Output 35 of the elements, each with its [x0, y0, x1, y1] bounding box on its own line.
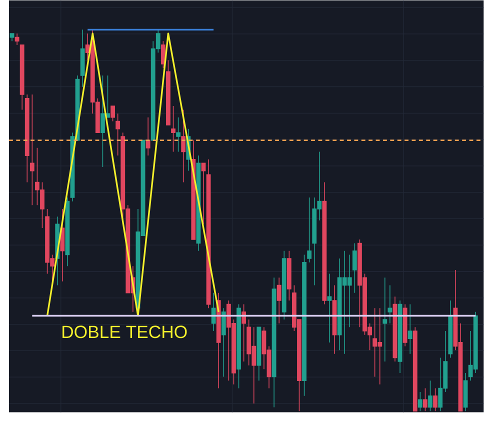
candlestick [322, 182, 327, 305]
candlestick [256, 326, 262, 381]
candlestick [412, 326, 418, 412]
candlestick [24, 94, 30, 183]
candlestick [110, 105, 115, 122]
candlestick [276, 277, 282, 324]
candlestick [352, 242, 357, 294]
annotation: DOBLE TECHO [62, 326, 187, 338]
candlestick [398, 300, 402, 374]
candlestick [80, 29, 85, 88]
candlestick [388, 284, 392, 324]
candlestick [166, 60, 170, 126]
candlestick [272, 277, 276, 408]
candlestick [60, 208, 65, 282]
candlestick [65, 197, 70, 266]
candlestick [286, 250, 292, 301]
candlestick [428, 380, 432, 412]
candlestick [423, 388, 428, 412]
candlestick [382, 277, 388, 362]
candlestick [433, 388, 438, 412]
candlestick [282, 250, 286, 320]
candlestick [418, 392, 422, 412]
candlestick [448, 300, 453, 358]
candlestick [402, 304, 408, 347]
candlestick [201, 162, 206, 224]
candlestick [236, 304, 241, 388]
candlestick [463, 372, 468, 412]
candlestick [10, 32, 14, 42]
candlestick [332, 284, 337, 354]
candlestick [408, 304, 412, 354]
candlestick [327, 273, 332, 343]
candlestick [160, 40, 166, 68]
candlestick [20, 44, 24, 110]
candlestick [14, 32, 20, 46]
candlestick [302, 254, 306, 396]
